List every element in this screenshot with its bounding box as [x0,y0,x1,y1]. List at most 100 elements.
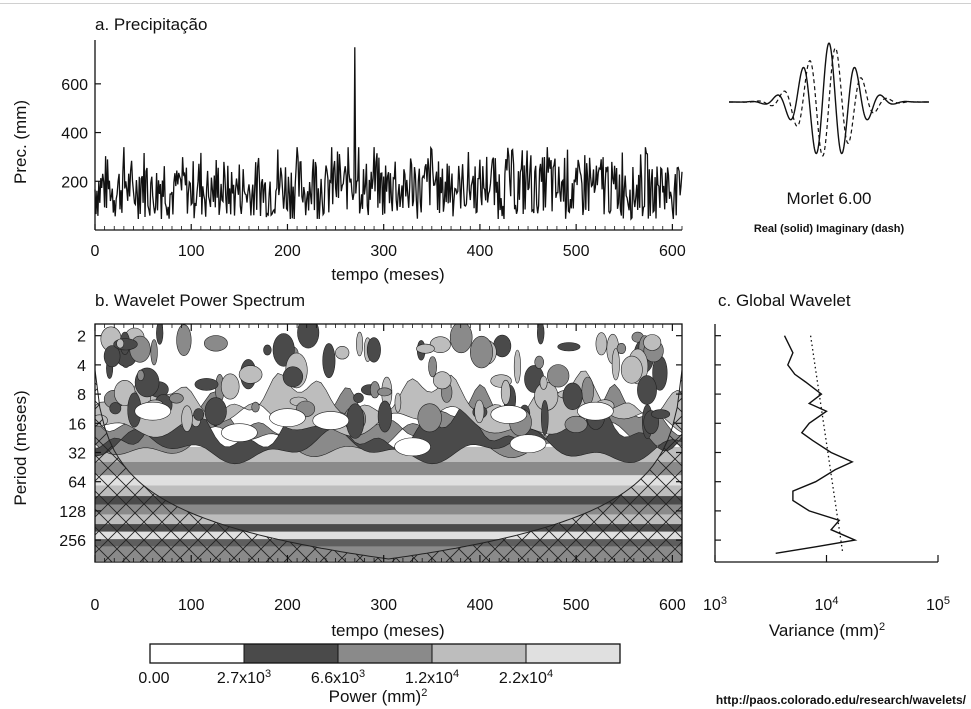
power-contour-blob [564,415,588,433]
panel-a-xtick-label: 600 [659,243,686,260]
power-contour-blob [637,375,657,405]
panel-c-xlabel: Variance (mm)2 [769,621,885,640]
power-low-region [269,408,306,427]
power-contour-blob [220,373,240,400]
panel-b-ylabel: Period (meses) [11,390,30,505]
colorbar-label: Power (mm)2 [329,687,428,706]
power-contour-blob [513,349,521,384]
power-band [95,496,682,505]
panel-a-xtick-label: 400 [467,243,494,260]
panel-a-ylabel: Prec. (mm) [11,100,30,184]
panel-a-xtick-label: 0 [91,243,100,260]
power-contour-blob [534,355,545,369]
power-contour-blob [181,405,193,432]
morlet-wavelet-panel: Morlet 6.00 Real (solid) Imaginary (dash… [729,42,929,235]
power-contour-blob [176,324,192,357]
colorbar-level-label: 6.6x103 [311,668,365,687]
power-low-region [134,401,172,421]
power-low-region [312,411,350,430]
power-band [95,485,682,497]
source-url: http://paos.colorado.edu/research/wavele… [716,693,967,707]
power-low-region [221,423,258,442]
power-contour-blob [366,337,381,363]
power-colorbar: 0.00 2.7x103 6.6x103 1.2x104 2.2x104 Power (… [138,643,621,706]
power-spectrum-field [95,324,682,562]
panel-c-xtick-label: 105 [926,595,950,614]
significance-dotted-line [809,335,844,554]
panel-a-title: a. Precipitação [95,15,207,34]
power-contour-blob [193,408,205,421]
power-band [95,514,682,525]
power-band [95,461,682,476]
power-band [95,524,682,532]
panel-b-xtick-label: 500 [563,597,590,614]
power-contour-blob [282,366,304,388]
power-contour-blob [557,342,581,352]
panel-b-ytick-label: 64 [68,475,86,492]
power-contour-blob [204,397,227,426]
power-contour-blob [469,335,493,369]
panel-b-xtick-label: 400 [467,597,494,614]
panel-c-global-wavelet: c. Global Wavelet 103 104 105 Variance (mm… [703,291,950,640]
power-contour-blob [203,335,228,352]
power-contour-blob [651,409,671,419]
power-low-region [577,401,614,421]
power-contour-blob [500,379,511,405]
colorbar-swatch [337,643,433,664]
panel-b-xtick-label: 100 [178,597,205,614]
power-low-region [509,434,547,454]
panel-b-xtick-label: 300 [370,597,397,614]
power-contour-blob [369,381,380,399]
power-contour-blob [377,400,393,433]
panel-b-ytick-label: 4 [77,358,86,375]
panel-b-title: b. Wavelet Power Spectrum [95,291,305,310]
power-contour-blob [263,344,272,356]
global-wavelet-spectrum-line [775,335,858,554]
panel-b-xtick-label: 200 [274,597,301,614]
panel-a-xlabel: tempo (meses) [331,265,444,284]
colorbar-level-label: 0.00 [138,670,169,687]
panel-b-ytick-label: 16 [68,416,86,433]
panel-b-ytick-label: 128 [59,504,86,521]
top-rule [0,3,971,4]
power-contour-blob [194,378,219,391]
power-contour-blob [417,403,442,433]
power-contour-blob [377,387,392,397]
power-contour-blob [356,331,364,357]
panel-a-ytick-label: 600 [61,77,88,94]
colorbar-swatch [149,643,245,664]
panel-a-xtick-label: 300 [370,243,397,260]
panel-c-xtick-label: 104 [815,595,839,614]
panel-a-xtick-label: 500 [563,243,590,260]
power-contour-blob [428,356,437,378]
panel-a-xtick-label: 100 [178,243,205,260]
morlet-title: Morlet 6.00 [786,189,871,208]
panel-b-ytick-label: 2 [77,329,86,346]
panel-b-xtick-label: 600 [659,597,686,614]
power-contour-blob [540,400,549,436]
colorbar-swatch [525,643,621,664]
panel-b-xtick-label: 0 [91,597,100,614]
power-contour-blob [322,343,336,379]
panel-a-ytick-label: 200 [61,174,88,191]
panel-b-frame [94,323,683,563]
power-contour-blob [449,324,473,354]
power-contour-blob [103,345,121,368]
panel-b-ytick-label: 32 [68,445,86,462]
power-contour-blob [474,399,485,424]
panel-a-ytick-label: 400 [61,126,88,143]
power-contour-blob [297,324,320,349]
panel-b-ytick-label: 256 [59,533,86,550]
power-contour-blob [169,393,184,404]
power-contour-blob [595,332,608,356]
power-contour-blob [346,403,365,439]
power-contour-blob [616,342,627,354]
panel-b-wavelet-power-spectrum: b. Wavelet Power Spectrum 2 4 8 16 32 64 128 25… [11,291,686,640]
power-contour-blob [251,401,260,413]
power-contour-blob [539,375,548,390]
power-band [95,475,682,486]
colorbar-frame [149,643,621,664]
morlet-subtitle: Real (solid) Imaginary (dash) [754,223,905,235]
morlet-real-line [729,42,929,155]
